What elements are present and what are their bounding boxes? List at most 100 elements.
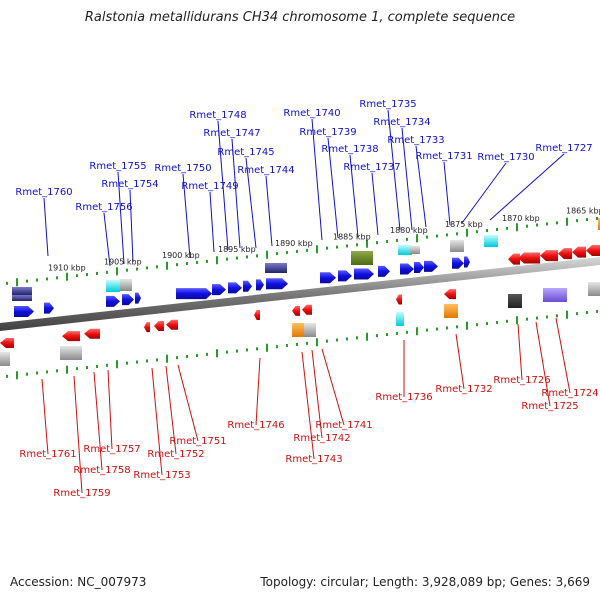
ruler-major-tick — [166, 261, 168, 270]
gene-box — [598, 218, 600, 230]
reverse-gene-arrow — [508, 253, 520, 265]
ruler-minor-tick — [156, 358, 158, 362]
leader-line — [151, 367, 163, 476]
map-title: Ralstonia metallidurans CH34 chromosome … — [84, 10, 516, 25]
reverse-gene-arrow — [154, 321, 164, 332]
ruler-minor-tick — [186, 355, 188, 359]
ruler-minor-tick — [276, 252, 278, 256]
ruler-major-tick — [216, 349, 218, 358]
ruler-minor-tick — [76, 274, 78, 278]
ruler-major-tick — [366, 332, 368, 341]
ruler-minor-tick — [246, 348, 248, 352]
gene-box — [450, 240, 464, 252]
leader-line — [371, 172, 379, 236]
ruler-minor-tick — [476, 230, 478, 234]
ruler-minor-tick — [296, 249, 298, 253]
scale-tick-label: 1895 kbp — [218, 245, 256, 254]
ruler-major-tick — [66, 365, 68, 374]
ruler-minor-tick — [86, 366, 88, 370]
ruler-minor-tick — [46, 277, 48, 281]
gene-box — [304, 323, 316, 337]
gene-box — [12, 295, 32, 301]
ruler-minor-tick — [146, 359, 148, 363]
ruler-minor-tick — [376, 334, 378, 338]
gene-box — [351, 251, 373, 265]
ruler-major-tick — [266, 250, 268, 259]
ruler-minor-tick — [546, 315, 548, 319]
ruler-major-tick — [316, 245, 318, 254]
gene-box — [60, 346, 82, 360]
gene-box — [396, 312, 404, 326]
leader-line — [349, 154, 359, 238]
forward-gene-arrow — [212, 284, 226, 296]
ruler-minor-tick — [86, 273, 88, 277]
leader-line — [461, 162, 507, 224]
ruler-minor-tick — [496, 320, 498, 324]
leader-line — [182, 173, 191, 259]
reverse-gene-arrow — [444, 289, 456, 300]
scale-tick-label: 1910 kbp — [48, 264, 86, 273]
ruler-minor-tick — [586, 218, 588, 222]
leader-line — [455, 333, 465, 390]
ruler-minor-tick — [236, 349, 238, 353]
ruler-minor-tick — [196, 260, 198, 264]
scale-tick-label: 1880 kbp — [390, 226, 428, 235]
ruler-minor-tick — [206, 259, 208, 263]
ruler-minor-tick — [336, 245, 338, 249]
ruler-minor-tick — [206, 352, 208, 356]
leader-line — [217, 120, 229, 251]
ruler-minor-tick — [586, 311, 588, 315]
ruler-minor-tick — [376, 241, 378, 245]
ruler-minor-tick — [236, 256, 238, 260]
reverse-gene-arrow — [302, 304, 312, 315]
forward-gene-arrow — [14, 305, 34, 317]
reverse-gene-arrow — [292, 305, 300, 316]
ruler-minor-tick — [26, 279, 28, 283]
ruler-minor-tick — [56, 369, 58, 373]
ruler-major-tick — [266, 343, 268, 352]
leader-line — [443, 161, 451, 226]
gene-box — [0, 352, 10, 366]
forward-gene-arrow — [176, 288, 212, 300]
accession-text: Accession: NC_007973 — [10, 575, 147, 589]
ruler-major-tick — [516, 316, 518, 325]
ruler-minor-tick — [436, 234, 438, 238]
ruler-minor-tick — [426, 235, 428, 239]
forward-gene-arrow — [400, 263, 414, 275]
ruler-minor-tick — [406, 330, 408, 334]
ruler-minor-tick — [486, 229, 488, 233]
ruler-minor-tick — [326, 339, 328, 343]
scale-tick-label: 1870 kbp — [502, 214, 540, 223]
gene-label: Rmet_1749 — [181, 181, 238, 192]
ruler-minor-tick — [286, 344, 288, 348]
backbone-bar — [0, 257, 600, 331]
gene-box — [543, 288, 567, 302]
ruler-minor-tick — [446, 233, 448, 237]
ruler-major-tick — [16, 278, 18, 287]
ruler-major-tick — [116, 267, 118, 276]
upper-scale-ruler — [6, 216, 598, 287]
ruler-minor-tick — [246, 255, 248, 259]
leader-line — [555, 317, 571, 394]
reverse-gene-arrow — [396, 294, 402, 305]
ruler-minor-tick — [596, 309, 598, 313]
gene-label: Rmet_1757 — [83, 444, 140, 455]
gene-label: Rmet_1752 — [147, 449, 204, 460]
ruler-major-tick — [216, 256, 218, 265]
leader-line — [231, 138, 241, 249]
ruler-major-tick — [116, 360, 118, 369]
gene-features — [0, 218, 600, 366]
ruler-minor-tick — [526, 224, 528, 228]
leader-line — [43, 197, 49, 257]
gene-box — [106, 280, 120, 292]
ruler-minor-tick — [456, 232, 458, 236]
leader-line — [415, 145, 427, 228]
leader-line — [107, 369, 113, 450]
gene-box — [444, 304, 458, 318]
ruler-minor-tick — [556, 314, 558, 318]
lower-scale-ruler — [6, 309, 598, 380]
ruler-major-tick — [466, 321, 468, 330]
ruler-minor-tick — [186, 262, 188, 266]
gene-label: Rmet_1751 — [169, 436, 226, 447]
ruler-major-tick — [466, 228, 468, 237]
